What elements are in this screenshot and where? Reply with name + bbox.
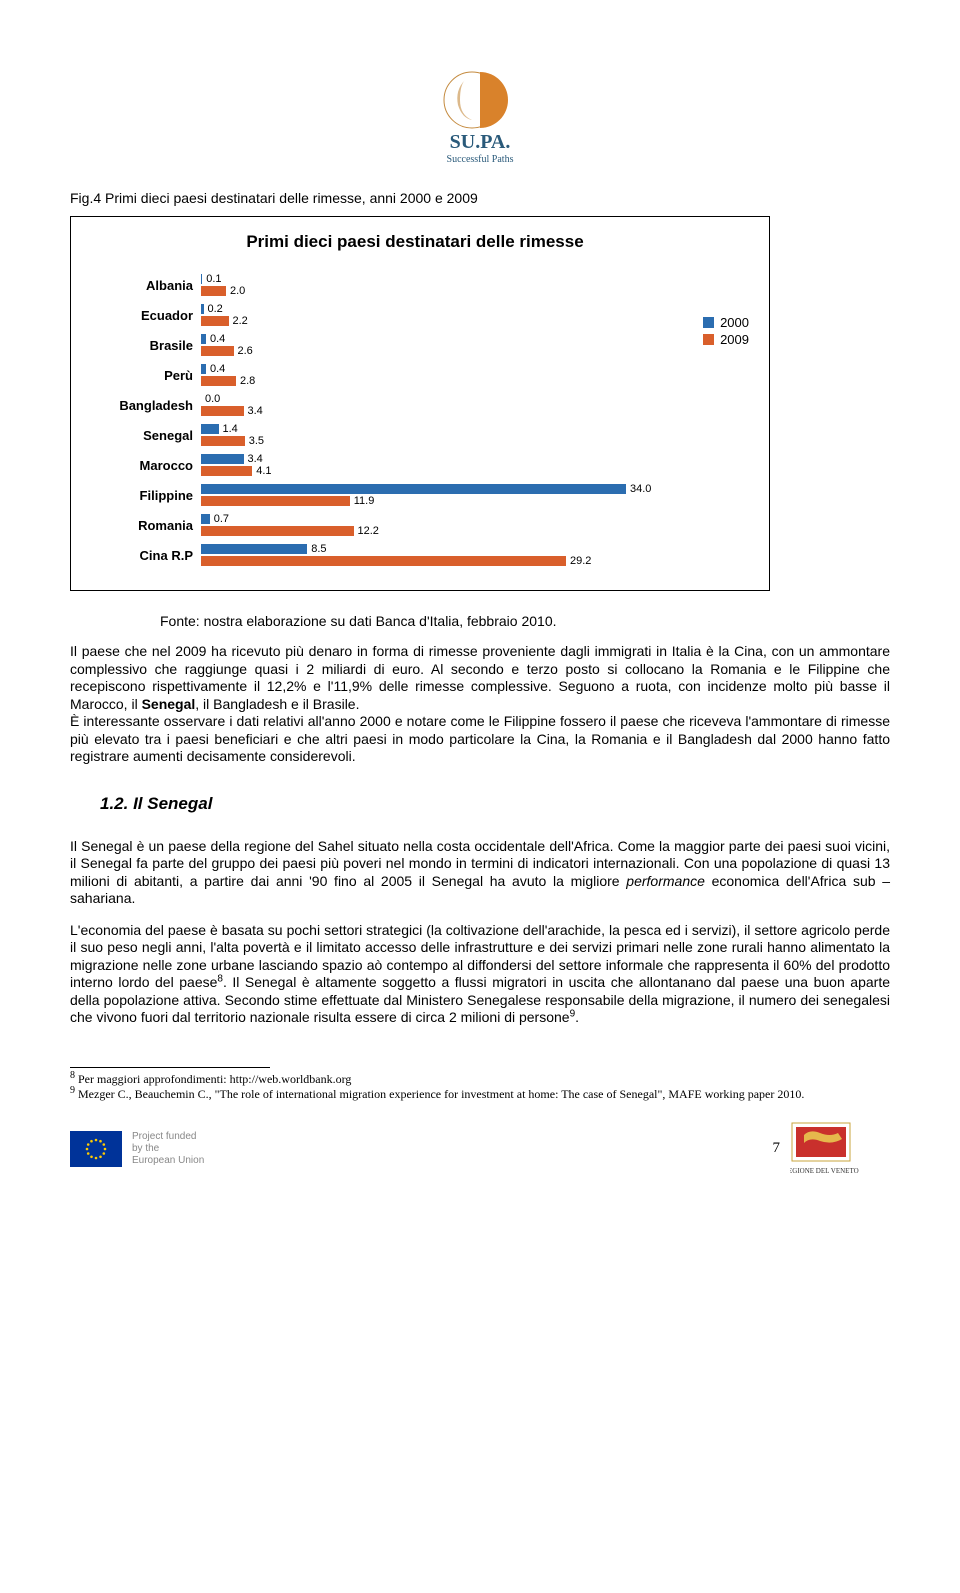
chart-bar bbox=[201, 514, 210, 524]
chart-category-label: Filippine bbox=[91, 480, 201, 510]
paragraph: Il paese che nel 2009 ha ricevuto più de… bbox=[70, 643, 890, 713]
svg-text:SU.PA.: SU.PA. bbox=[450, 131, 511, 153]
chart-bar-value: 2.0 bbox=[230, 285, 245, 297]
chart-bar bbox=[201, 406, 244, 416]
chart-bars: 0.12.00.22.20.42.60.42.80.03.41.43.53.44… bbox=[201, 270, 739, 570]
chart-bar bbox=[201, 364, 206, 374]
chart-category-label: Brasile bbox=[91, 330, 201, 360]
chart-bar-value: 2.2 bbox=[233, 315, 248, 327]
chart-bar-value: 3.4 bbox=[248, 405, 263, 417]
chart-bar-row: 0.1 2.0 bbox=[201, 270, 739, 300]
chart-bar-row: 8.5 29.2 bbox=[201, 540, 739, 570]
chart-category-label: Bangladesh bbox=[91, 390, 201, 420]
chart-bar bbox=[201, 316, 229, 326]
chart-category-label: Ecuador bbox=[91, 300, 201, 330]
paragraph: L'economia del paese è basata su pochi s… bbox=[70, 922, 890, 1027]
legend-swatch-2009 bbox=[703, 334, 714, 345]
section-heading: 1.2. Il Senegal bbox=[100, 794, 890, 814]
page-footer: Project fundedby theEuropean Union 7 REG… bbox=[70, 1121, 890, 1177]
chart-title: Primi dieci paesi destinatari delle rime… bbox=[91, 232, 739, 252]
chart-bar-value: 11.9 bbox=[354, 495, 375, 507]
regione-veneto-logo: REGIONE DEL VENETO bbox=[790, 1121, 890, 1177]
chart-category-label: Romania bbox=[91, 510, 201, 540]
svg-text:Successful Paths: Successful Paths bbox=[447, 154, 514, 165]
chart-bar-value: 2.6 bbox=[238, 345, 253, 357]
footnotes: 8 Per maggiori approfondimenti: http://w… bbox=[70, 1072, 890, 1103]
chart-bar bbox=[201, 466, 252, 476]
chart-bar-value: 0.4 bbox=[210, 363, 225, 375]
chart-category-label: Senegal bbox=[91, 420, 201, 450]
paragraph: Il Senegal è un paese della regione del … bbox=[70, 838, 890, 908]
chart-bar bbox=[201, 526, 354, 536]
funded-text: Project fundedby theEuropean Union bbox=[132, 1131, 204, 1167]
chart-bar-row: 0.0 3.4 bbox=[201, 390, 739, 420]
svg-text:REGIONE DEL VENETO: REGIONE DEL VENETO bbox=[790, 1167, 859, 1175]
chart-container: Primi dieci paesi destinatari delle rime… bbox=[70, 216, 770, 591]
chart-bar-row: 0.4 2.6 bbox=[201, 330, 739, 360]
chart-bar-value: 34.0 bbox=[630, 483, 651, 495]
chart-category-label: Marocco bbox=[91, 450, 201, 480]
paragraph: È interessante osservare i dati relativi… bbox=[70, 713, 890, 766]
chart-bar bbox=[201, 346, 234, 356]
chart-bar-value: 4.1 bbox=[256, 465, 271, 477]
chart-bar-value: 12.2 bbox=[358, 525, 379, 537]
chart-source: Fonte: nostra elaborazione su dati Banca… bbox=[160, 613, 890, 629]
chart-bar-value: 0.1 bbox=[206, 273, 221, 285]
chart-category-label: Perù bbox=[91, 360, 201, 390]
chart-bar bbox=[201, 304, 204, 314]
chart-bar-value: 1.4 bbox=[223, 423, 238, 435]
chart-bar bbox=[201, 274, 202, 284]
chart-bar bbox=[201, 424, 219, 434]
chart-bar bbox=[201, 334, 206, 344]
chart-bar bbox=[201, 286, 226, 296]
chart-bar-row: 3.44.1 bbox=[201, 450, 739, 480]
chart-legend: 2000 2009 bbox=[703, 315, 749, 349]
chart-bar-row: 0.4 2.8 bbox=[201, 360, 739, 390]
chart-bar bbox=[201, 556, 566, 566]
supa-logo: SU.PA. Successful Paths bbox=[410, 60, 550, 170]
legend-label: 2000 bbox=[720, 315, 749, 330]
chart-bar bbox=[201, 376, 236, 386]
footnote-rule bbox=[70, 1067, 270, 1068]
legend-swatch-2000 bbox=[703, 317, 714, 328]
chart-bar bbox=[201, 436, 245, 446]
figure-caption: Fig.4 Primi dieci paesi destinatari dell… bbox=[70, 190, 890, 206]
chart-category-label: Cina R.P bbox=[91, 540, 201, 570]
chart-bar-value: 2.8 bbox=[240, 375, 255, 387]
chart-bar bbox=[201, 454, 244, 464]
chart-bar-value: 0.4 bbox=[210, 333, 225, 345]
chart-bar bbox=[201, 544, 307, 554]
chart-bar-row: 1.4 3.5 bbox=[201, 420, 739, 450]
eu-flag-icon bbox=[70, 1131, 122, 1167]
chart-bar-value: 0.0 bbox=[205, 393, 220, 405]
chart-y-labels: AlbaniaEcuadorBrasilePerùBangladeshSeneg… bbox=[91, 270, 201, 570]
chart-bar-value: 3.5 bbox=[249, 435, 264, 447]
page-number: 7 bbox=[773, 1140, 781, 1157]
chart-bar-value: 0.7 bbox=[214, 513, 229, 525]
chart-bar bbox=[201, 484, 626, 494]
chart-bar-row: 34.0 11.9 bbox=[201, 480, 739, 510]
chart-bar-value: 29.2 bbox=[570, 555, 591, 567]
legend-label: 2009 bbox=[720, 332, 749, 347]
chart-category-label: Albania bbox=[91, 270, 201, 300]
chart-bar-value: 8.5 bbox=[311, 543, 326, 555]
chart-bar bbox=[201, 496, 350, 506]
chart-bar-value: 0.2 bbox=[208, 303, 223, 315]
chart-bar-row: 0.2 2.2 bbox=[201, 300, 739, 330]
chart-bar-row: 0.7 12.2 bbox=[201, 510, 739, 540]
chart-bar-value: 3.4 bbox=[248, 453, 263, 465]
